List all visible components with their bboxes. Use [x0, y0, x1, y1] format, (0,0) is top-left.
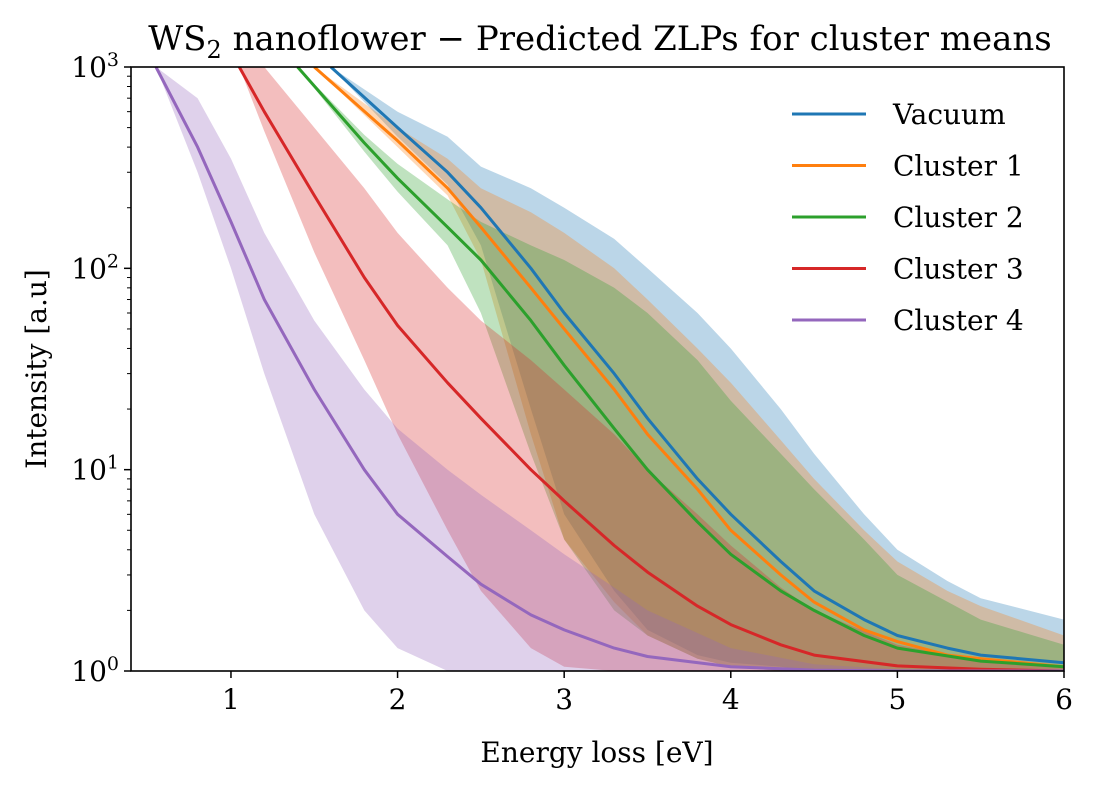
y-tick-label: 101 [71, 452, 119, 487]
plot-frame [130, 66, 1065, 672]
x-tick-label: 2 [389, 683, 407, 716]
band-cluster-4 [156, 67, 1064, 671]
series-lines [154, 67, 1064, 671]
x-tick-label: 1 [222, 683, 240, 716]
band-vacuum [330, 67, 1064, 671]
x-tick-label: 6 [1055, 683, 1073, 716]
y-tick-label: 100 [71, 653, 119, 688]
legend-label: Cluster 3 [893, 253, 1024, 286]
x-axis-label: Energy loss [eV] [480, 736, 713, 769]
legend-item-cluster-1: Cluster 1 [792, 150, 1024, 183]
legend-label: Vacuum [892, 98, 1006, 131]
line-cluster-4 [154, 67, 1064, 671]
legend-label: Cluster 1 [893, 150, 1024, 183]
band-cluster-1 [314, 67, 1064, 671]
y-axis-label: Intensity [a.u] [20, 269, 53, 469]
uncertainty-bands [156, 67, 1064, 671]
line-cluster-3 [237, 67, 1064, 671]
y-tick-label: 102 [71, 250, 119, 285]
x-axis-ticks: 1 2 3 4 5 6 [222, 671, 1073, 716]
legend-label: Cluster 4 [893, 304, 1024, 337]
legend-item-vacuum: Vacuum [792, 98, 1006, 131]
legend-item-cluster-2: Cluster 2 [792, 201, 1024, 234]
chart-title: WS2 nanoflower − Predicted ZLPs for clus… [148, 19, 1052, 64]
x-tick-label: 5 [888, 683, 906, 716]
line-cluster-2 [296, 67, 1064, 669]
band-cluster-2 [297, 67, 1064, 671]
legend-item-cluster-4: Cluster 4 [792, 304, 1024, 337]
y-tick-label: 103 [71, 49, 119, 84]
line-vacuum [329, 67, 1064, 665]
legend-label: Cluster 2 [893, 201, 1024, 234]
x-tick-label: 3 [555, 683, 573, 716]
y-axis-ticks: 100 101 102 103 [71, 49, 131, 688]
x-tick-label: 4 [722, 683, 740, 716]
line-cluster-1 [313, 67, 1064, 669]
legend-item-cluster-3: Cluster 3 [792, 253, 1024, 286]
legend: Vacuum Cluster 1 Cluster 2 Cluster 3 Cluster… [792, 98, 1024, 337]
band-cluster-3 [239, 67, 1064, 671]
chart-title-subscript: 2 [206, 36, 221, 64]
